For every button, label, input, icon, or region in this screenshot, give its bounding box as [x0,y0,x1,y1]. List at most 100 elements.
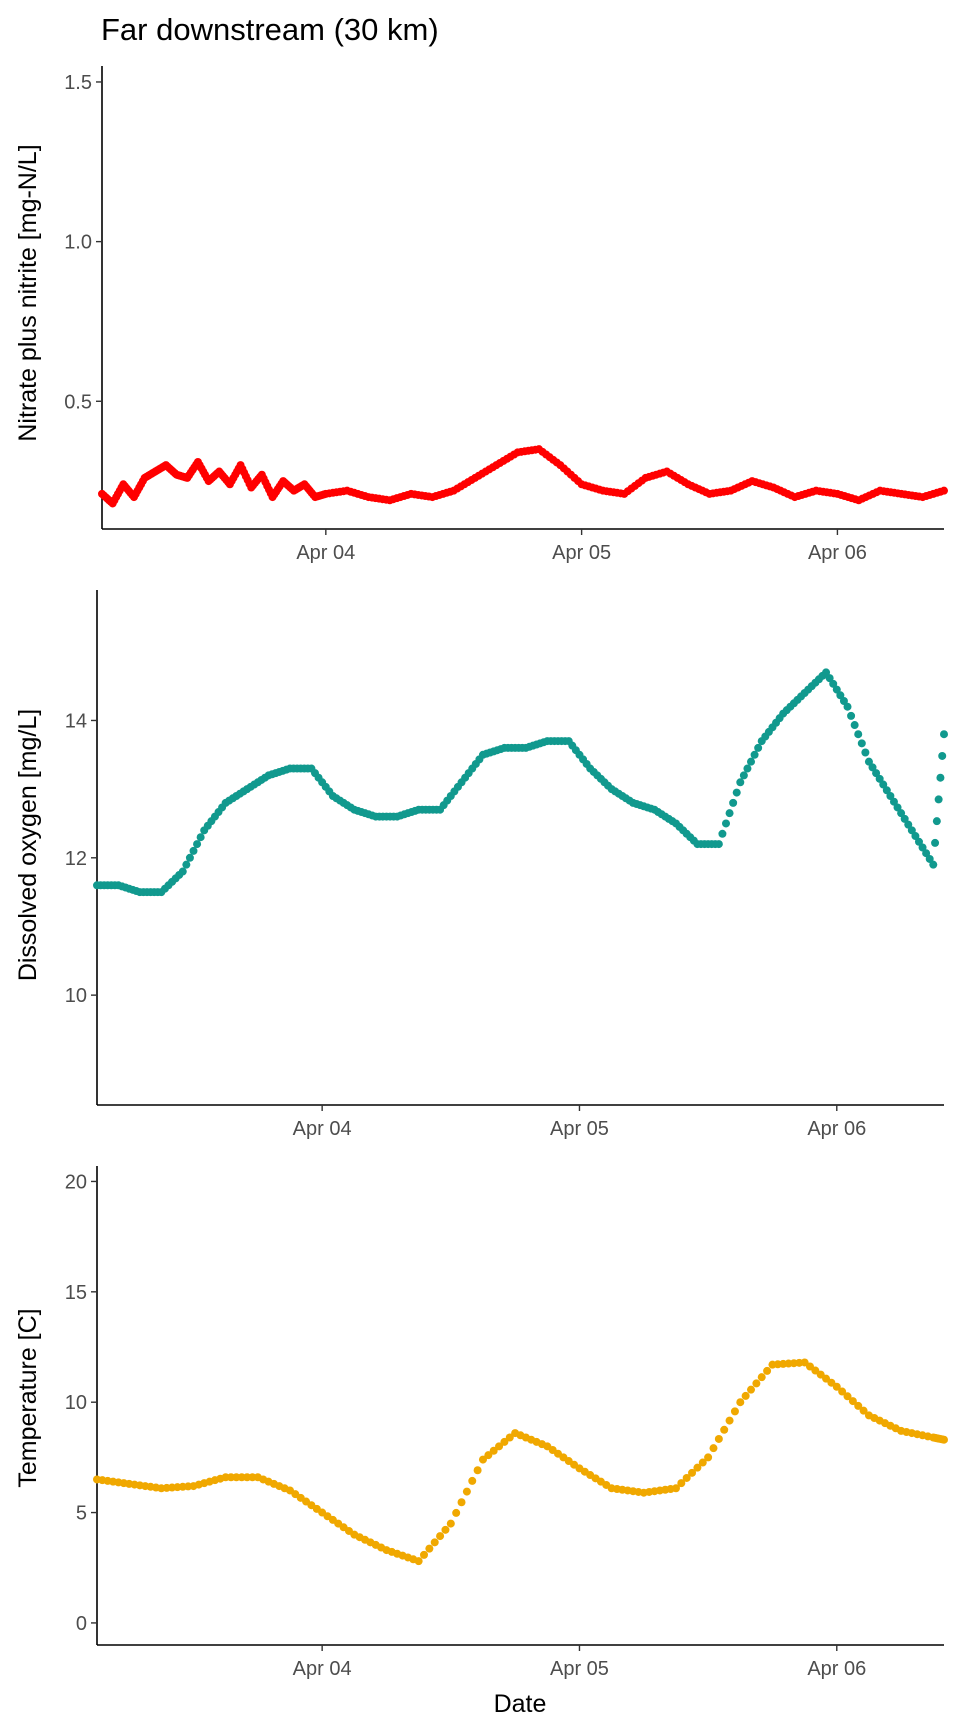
data-point [446,1519,455,1528]
data-point [932,817,941,826]
y-tick-label: 1.0 [64,232,92,254]
data-point [677,1479,686,1488]
data-point [763,1366,772,1375]
x-tick-label: Apr 04 [293,1658,352,1680]
data-point [500,1437,509,1446]
data-point [868,763,877,772]
data-point [854,1401,863,1410]
x-tick-label: Apr 05 [550,1118,609,1140]
data-point [718,829,727,838]
data-point [698,1458,707,1467]
data-point [752,1379,761,1388]
data-point [732,788,741,797]
y-tick-label: 10 [65,1392,87,1414]
data-point [838,1387,847,1396]
x-tick-label: Apr 06 [807,1118,866,1140]
data-point [854,730,863,739]
y-tick-label: 20 [65,1171,87,1193]
data-point [836,691,845,700]
data-points [93,668,948,897]
data-point [843,1392,852,1401]
data-point [189,846,198,855]
nitrate-panel: Nitrate plus nitrite [mg-N/L] 0.5 1.0 1.5 A… [14,66,948,564]
data-point [714,1434,723,1443]
data-point [829,679,838,688]
data-point [704,1453,713,1462]
data-point [940,730,948,739]
data-point [897,809,906,818]
data-point [889,797,898,806]
data-point [730,1407,739,1416]
data-point [757,1373,766,1382]
y-tick-label: 1.5 [64,72,92,94]
data-point [473,1466,482,1475]
data-point [847,711,856,720]
data-point [725,1416,734,1425]
data-point [720,1425,729,1434]
data-point [709,1444,718,1453]
y-tick-label: 12 [65,848,87,870]
x-tick-label: Apr 05 [552,542,611,564]
data-point [872,769,881,778]
data-point [721,819,730,828]
data-point [904,820,913,829]
data-point [714,840,723,849]
data-point [457,1498,466,1507]
data-point [747,757,756,766]
data-point [693,1463,702,1472]
data-point [893,803,902,812]
x-tick-label: Apr 06 [807,1658,866,1680]
data-point [914,837,923,846]
data-point [420,1550,429,1559]
data-points [93,1358,948,1566]
data-points [98,445,948,508]
data-point [682,1473,691,1482]
data-point [739,771,748,780]
data-point [495,1442,504,1451]
data-point [918,843,927,852]
y-axis-label: Nitrate plus nitrite [mg-N/L] [14,144,42,441]
data-point [839,697,848,706]
data-point [931,838,940,847]
data-point [441,1525,450,1534]
data-point [436,1532,445,1541]
data-point [843,702,852,711]
data-point [452,1508,461,1517]
y-axis-label: Dissolved oxygen [mg/L] [14,709,42,981]
data-point [414,1557,423,1566]
data-point [182,860,191,869]
data-point [879,780,888,789]
figure-title: Far downstream (30 km) [101,12,439,47]
data-point [832,1382,841,1391]
data-point [936,773,945,782]
data-point [922,849,931,858]
data-point [725,809,734,818]
data-point [911,832,920,841]
y-tick-label: 10 [65,985,87,1007]
data-point [875,774,884,783]
data-point [196,833,205,842]
temperature-panel: Temperature [C] 0 5 10 15 20 Apr 04 Apr 05 Apr … [14,1166,948,1718]
data-point [462,1487,471,1496]
data-point [907,826,916,835]
data-point [478,1455,487,1464]
data-point [882,786,891,795]
data-point [747,1385,756,1394]
y-tick-label: 5 [76,1503,87,1525]
data-point [671,1484,680,1493]
data-point [850,721,859,730]
data-point [940,486,948,495]
data-point [929,860,938,869]
x-axis-label: Date [494,1690,547,1718]
x-tick-label: Apr 06 [808,542,867,564]
data-point [688,1468,697,1477]
data-point [729,798,738,807]
y-tick-label: 15 [65,1282,87,1304]
y-tick-label: 14 [65,710,87,732]
axis-ticks: 0 5 10 15 20 Apr 04 Apr 05 Apr 06 [65,1171,867,1680]
data-point [825,674,834,683]
data-point [489,1446,498,1455]
data-point [741,1391,750,1400]
x-tick-label: Apr 04 [293,1118,352,1140]
